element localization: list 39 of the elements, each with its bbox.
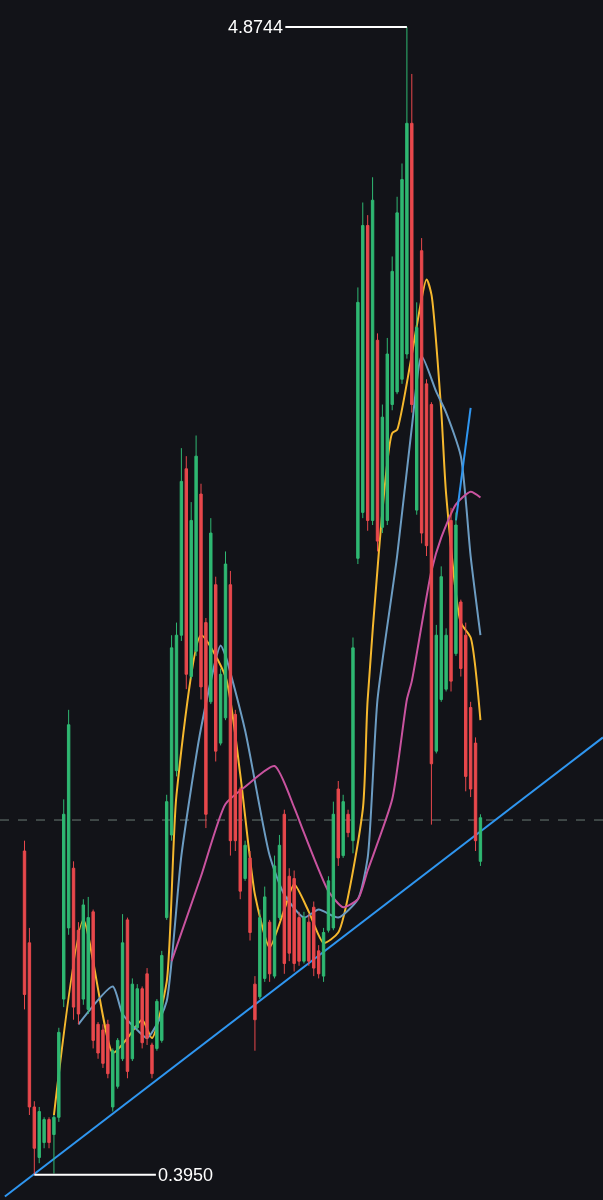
candlestick: [228, 570, 233, 857]
candlestick: [223, 550, 228, 721]
candlestick: [174, 622, 179, 777]
annotation: 0.3950: [158, 1165, 214, 1185]
candlestick: [336, 780, 340, 867]
candlestick: [449, 507, 453, 692]
candlestick: [302, 911, 306, 964]
candlestick: [410, 73, 414, 414]
candlestick: [282, 809, 287, 975]
candlestick: [454, 511, 458, 657]
candlestick: [214, 576, 218, 762]
candlestick: [478, 813, 483, 867]
candlestick: [248, 850, 252, 942]
candlestick: [76, 921, 81, 1025]
candlestick: [150, 1042, 154, 1079]
candlestick: [267, 919, 272, 983]
candlestick: [47, 1116, 51, 1149]
annotation: 4.8744: [228, 17, 284, 37]
candlestick: [346, 809, 350, 838]
candlestick: [365, 214, 370, 532]
candlestick: [253, 975, 257, 1052]
candlestick: [22, 840, 27, 1010]
candlestick: [351, 637, 355, 854]
candlestick: [419, 237, 424, 544]
candlestick: [209, 517, 213, 705]
candlestick: [321, 927, 326, 983]
candlestick: [473, 736, 478, 852]
candlestick: [415, 301, 419, 516]
candlestick: [331, 801, 336, 931]
candlestick: [272, 855, 277, 979]
candlestick: [71, 860, 76, 1021]
candlestick: [184, 455, 188, 690]
candlestick: [429, 401, 434, 826]
candlestick: [424, 378, 429, 557]
candlestick: [277, 834, 282, 921]
candlestick: [243, 840, 247, 882]
candlestick: [341, 794, 345, 859]
candlestick: [326, 875, 331, 933]
candlestick: [179, 447, 184, 642]
